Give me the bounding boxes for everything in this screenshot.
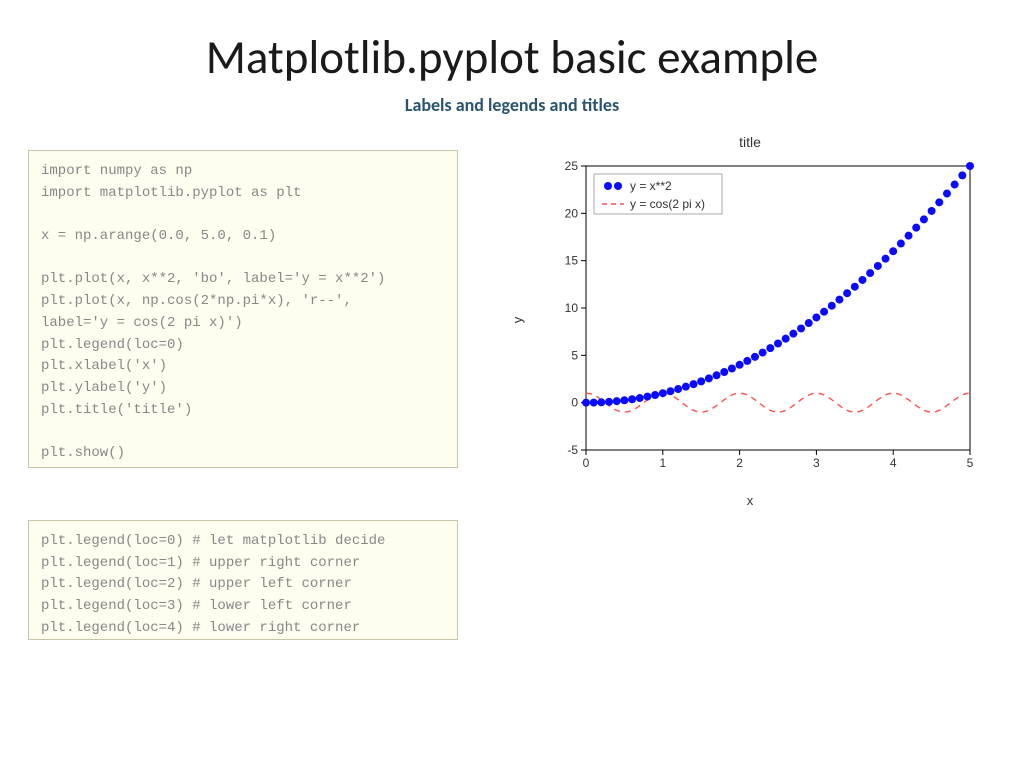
x-tick-label: 3 — [813, 456, 820, 470]
series-x2-dot — [620, 396, 628, 404]
series-x2-dot — [912, 224, 920, 232]
series-x2-dot — [720, 368, 728, 376]
y-tick-label: 5 — [571, 348, 578, 362]
x-tick-label: 4 — [890, 456, 897, 470]
series-x2-dot — [628, 395, 636, 403]
legend-marker-1 — [604, 182, 612, 190]
x-tick-label: 0 — [583, 456, 590, 470]
series-x2-dot — [812, 313, 820, 321]
series-x2-dot — [843, 289, 851, 297]
series-x2-dot — [682, 383, 690, 391]
legend-marker-1b — [614, 182, 622, 190]
series-x2-dot — [705, 374, 713, 382]
series-x2-dot — [958, 171, 966, 179]
series-x2-dot — [659, 389, 667, 397]
legend-label-1: y = x**2 — [630, 179, 672, 193]
series-x2-dot — [666, 387, 674, 395]
series-x2-dot — [858, 276, 866, 284]
series-x2-dot — [651, 391, 659, 399]
chart-title: title — [510, 134, 990, 150]
series-x2-dot — [697, 377, 705, 385]
series-x2-dot — [889, 247, 897, 255]
series-x2-dot — [782, 335, 790, 343]
x-tick-label: 5 — [967, 456, 974, 470]
series-x2-dot — [935, 198, 943, 206]
series-x2-dot — [751, 353, 759, 361]
y-tick-label: 20 — [565, 206, 579, 220]
series-x2-dot — [713, 371, 721, 379]
page-title: Matplotlib.pyplot basic example — [0, 28, 1024, 86]
chart-ylabel: y — [510, 317, 525, 324]
series-x2-dot — [835, 296, 843, 304]
series-x2-dot — [643, 393, 651, 401]
series-x2-dot — [866, 269, 874, 277]
series-x2-dot — [828, 302, 836, 310]
series-x2-dot — [905, 232, 913, 240]
series-x2-dot — [590, 399, 598, 407]
code-block-main: import numpy as np import matplotlib.pyp… — [28, 150, 458, 468]
series-x2-dot — [805, 319, 813, 327]
page-subtitle: Labels and legends and titles — [0, 94, 1024, 116]
y-tick-label: -5 — [567, 443, 578, 457]
series-x2-dot — [674, 385, 682, 393]
x-tick-label: 1 — [659, 456, 666, 470]
series-x2-dot — [605, 398, 613, 406]
series-x2-dot — [728, 364, 736, 372]
series-x2-dot — [882, 255, 890, 263]
series-x2-dot — [851, 283, 859, 291]
series-x2-dot — [743, 357, 751, 365]
series-x2-dot — [966, 162, 974, 170]
chart: title y x 0 1 2 3 4 5 -5 0 5 10 15 20 25 y = x**2 y = … — [510, 130, 990, 510]
series-x2-dot — [797, 324, 805, 332]
chart-xlabel: x — [510, 493, 990, 508]
series-x2-dot — [766, 344, 774, 352]
x-tick-label: 2 — [736, 456, 743, 470]
series-x2-dot — [897, 240, 905, 248]
series-x2-dot — [759, 349, 767, 357]
series-x2-dot — [736, 361, 744, 369]
series-x2-dot — [690, 380, 698, 388]
series-x2-dot — [874, 262, 882, 270]
code-block-legend-options: plt.legend(loc=0) # let matplotlib decid… — [28, 520, 458, 640]
legend-label-2: y = cos(2 pi x) — [630, 197, 705, 211]
y-tick-label: 0 — [571, 396, 578, 410]
series-x2-dot — [597, 398, 605, 406]
series-x2-dot — [951, 181, 959, 189]
series-x2-dot — [613, 397, 621, 405]
y-tick-label: 15 — [565, 254, 579, 268]
series-x2-dot — [789, 330, 797, 338]
series-x2-dot — [636, 394, 644, 402]
series-x2-dot — [928, 207, 936, 215]
series-x2-dot — [943, 190, 951, 198]
y-tick-label: 25 — [565, 159, 579, 173]
series-x2-dot — [582, 399, 590, 407]
series-x2-dot — [820, 308, 828, 316]
series-x2-dot — [774, 340, 782, 348]
series-x2-dot — [920, 215, 928, 223]
slide: Matplotlib.pyplot basic example Labels a… — [0, 0, 1024, 767]
chart-plot-area: 0 1 2 3 4 5 -5 0 5 10 15 20 25 y = x**2 y = cos(2 pi x… — [550, 158, 980, 478]
y-tick-label: 10 — [565, 301, 579, 315]
